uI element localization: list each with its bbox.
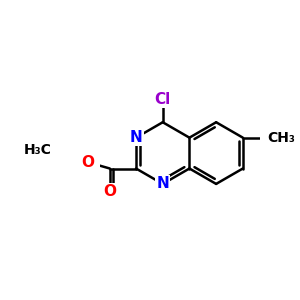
Text: N: N	[130, 130, 142, 145]
Text: H₃C: H₃C	[23, 143, 51, 157]
Text: O: O	[103, 184, 116, 199]
Text: O: O	[82, 155, 95, 170]
Text: CH₃: CH₃	[268, 131, 296, 145]
Text: N: N	[156, 176, 169, 191]
Text: Cl: Cl	[154, 92, 171, 106]
